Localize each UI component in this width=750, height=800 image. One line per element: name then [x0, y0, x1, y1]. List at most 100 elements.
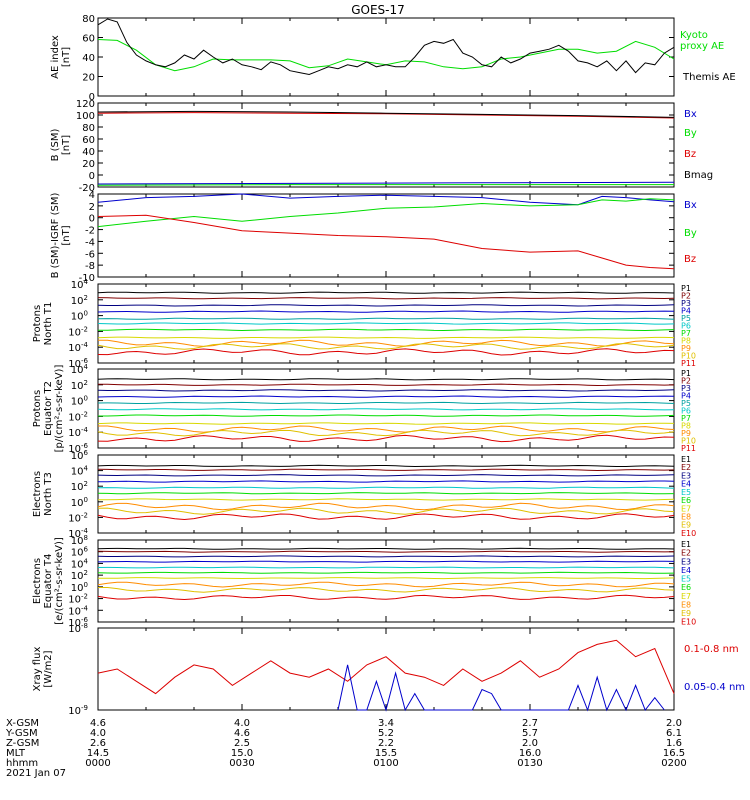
channel-label: P8: [681, 422, 691, 431]
y-tick-label: 40: [82, 147, 95, 158]
axis-cell: 2.2: [378, 738, 394, 749]
x-axis-table: X-GSMY-GSMZ-GSMMLThhmm4.64.02.614.500004…: [5, 718, 687, 779]
y-tick-label: 10-2: [68, 325, 88, 338]
legend-label: Bx: [684, 109, 697, 120]
axis-cell: 0030: [229, 758, 254, 769]
axis-cell: 0100: [373, 758, 398, 769]
channel-e10: [97, 513, 675, 521]
channel-p2: [97, 383, 675, 387]
y-axis-label: [nT]: [61, 225, 72, 245]
channel-label: P11: [681, 444, 696, 453]
axis-cell: 2.5: [234, 738, 250, 749]
y-tick-label: 10-9: [68, 704, 88, 717]
y-axis-label: Electrons: [32, 558, 43, 604]
y-tick-label: 40: [82, 53, 95, 64]
channel-label: E4: [681, 566, 691, 575]
panel-frame: [97, 17, 675, 97]
axis-cell: 4.0: [234, 718, 250, 729]
channel-p5: [97, 317, 675, 320]
channel-e9: [97, 507, 675, 515]
series-0-05-0-4-nm: [337, 664, 665, 712]
y-tick-label: 80: [82, 14, 95, 25]
channel-label: P5: [681, 399, 691, 408]
channel-label: E6: [681, 583, 691, 592]
channel-p11: [97, 434, 675, 443]
axis-cell: 2.0: [666, 718, 682, 729]
axis-row-label: Z-GSM: [6, 738, 39, 749]
axis-cell: 0000: [85, 758, 110, 769]
legend-label: 0.1-0.8 nm: [684, 644, 739, 655]
panel-frame: [97, 627, 675, 711]
channel-p10: [97, 429, 675, 437]
axis-cell: 4.6: [90, 718, 106, 729]
panel-xray: 10-9 10-8 Xray flux [W/m2]: [32, 622, 675, 717]
y-axis-label: Equator T4: [43, 554, 54, 609]
legend-label: Themis AE: [682, 72, 736, 83]
channel-e8: [97, 502, 675, 511]
channel-label: E6: [681, 496, 691, 505]
channel-e2: [97, 550, 675, 553]
channel-e10: [97, 594, 675, 601]
y-tick-label: 20: [82, 73, 95, 84]
y-axis-label: North T1: [43, 302, 54, 346]
legend-label: Kyoto: [680, 30, 708, 41]
channel-label: P9: [681, 429, 691, 438]
channel-e7: [98, 498, 675, 501]
channel-label: P2: [681, 377, 691, 386]
y-tick-label: -20: [79, 183, 95, 194]
channel-label: E7: [681, 592, 691, 601]
channel-label: P1: [681, 369, 691, 378]
y-tick-label: 104: [71, 465, 89, 478]
channel-label: E2: [681, 549, 691, 558]
y-tick-label: 100: [76, 111, 95, 122]
channel-label: E3: [681, 557, 691, 566]
channel-label: P10: [681, 352, 696, 361]
channel-e1: [97, 464, 675, 468]
channel-label: P8: [681, 337, 691, 346]
channel-p9: [98, 425, 675, 433]
channel-e8: [97, 581, 675, 588]
y-axis-label: Equator T2: [43, 381, 54, 436]
y-axis-label: [e/(cm²-s-sr-keV)]: [54, 537, 65, 625]
series-bz: [97, 112, 675, 119]
channel-label: P7: [681, 329, 691, 338]
channel-label: P3: [681, 299, 691, 308]
channel-label: E5: [681, 488, 691, 497]
y-tick-label: -4: [85, 237, 95, 248]
y-tick-label: 10-8: [68, 622, 88, 635]
channel-p8: [97, 422, 675, 425]
y-axis-label: Protons: [32, 390, 43, 427]
panel-frame: [97, 454, 675, 534]
channel-p7: [98, 414, 675, 417]
y-axis-label: North T3: [43, 472, 54, 516]
channel-label: E8: [681, 512, 691, 521]
channel-label: P6: [681, 322, 691, 331]
channel-p10: [97, 342, 675, 350]
channel-p3: [97, 389, 675, 392]
channel-label: E4: [681, 480, 691, 489]
y-axis-label: B (SM): [50, 128, 61, 161]
channel-e5: [97, 566, 675, 569]
axis-cell: 5.2: [378, 728, 394, 739]
legend-label: By: [684, 228, 697, 239]
axis-cell: 15.5: [375, 748, 397, 759]
channel-e7: [98, 577, 675, 580]
y-tick-label: 120: [76, 99, 95, 110]
axis-row-label: X-GSM: [6, 718, 39, 729]
axis-cell: 2.6: [90, 738, 106, 749]
channel-p6: [97, 322, 675, 325]
channel-label: E9: [681, 521, 691, 530]
axis-cell: 4.0: [90, 728, 106, 739]
y-tick-label: 106: [71, 449, 89, 462]
axis-cell: 16.5: [663, 748, 685, 759]
axis-cell: 4.6: [234, 728, 250, 739]
y-axis-label: [W/m2]: [43, 650, 54, 687]
y-axis-label: [nT]: [61, 47, 72, 67]
y-axis-label: [nT]: [61, 135, 72, 155]
channel-e3: [97, 474, 675, 477]
channel-label: P4: [681, 307, 691, 316]
channel-label: P11: [681, 359, 696, 368]
